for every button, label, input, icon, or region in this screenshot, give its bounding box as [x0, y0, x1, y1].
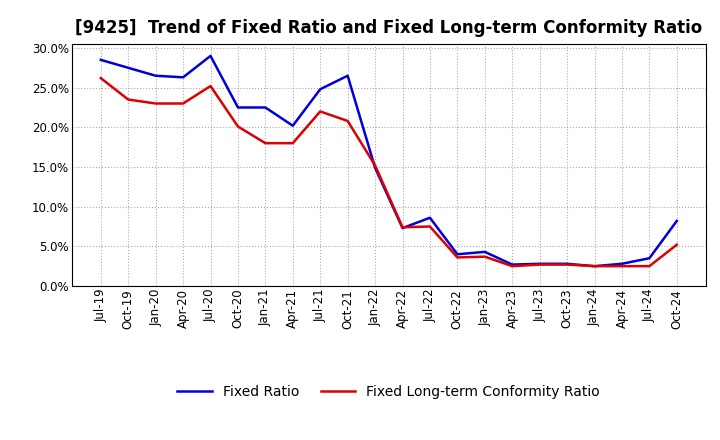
Fixed Ratio — [480, 249, 489, 254]
Fixed Ratio — [343, 73, 352, 78]
Fixed Long-term Conformity Ratio — [618, 264, 626, 269]
Title: [9425]  Trend of Fixed Ratio and Fixed Long-term Conformity Ratio: [9425] Trend of Fixed Ratio and Fixed Lo… — [75, 19, 703, 37]
Fixed Ratio — [289, 123, 297, 128]
Fixed Long-term Conformity Ratio — [453, 255, 462, 260]
Fixed Long-term Conformity Ratio — [124, 97, 132, 102]
Fixed Long-term Conformity Ratio — [536, 262, 544, 267]
Fixed Long-term Conformity Ratio — [151, 101, 160, 106]
Fixed Ratio — [233, 105, 242, 110]
Fixed Ratio — [645, 256, 654, 261]
Fixed Long-term Conformity Ratio — [371, 163, 379, 168]
Legend: Fixed Ratio, Fixed Long-term Conformity Ratio: Fixed Ratio, Fixed Long-term Conformity … — [172, 380, 606, 405]
Fixed Long-term Conformity Ratio — [480, 254, 489, 259]
Fixed Long-term Conformity Ratio — [672, 242, 681, 247]
Fixed Ratio — [618, 261, 626, 267]
Fixed Ratio — [398, 225, 407, 231]
Fixed Long-term Conformity Ratio — [508, 264, 516, 269]
Fixed Ratio — [316, 87, 325, 92]
Fixed Ratio — [371, 165, 379, 170]
Fixed Ratio — [672, 218, 681, 224]
Fixed Ratio — [508, 262, 516, 267]
Fixed Long-term Conformity Ratio — [645, 264, 654, 269]
Fixed Long-term Conformity Ratio — [233, 124, 242, 129]
Fixed Ratio — [179, 75, 187, 80]
Fixed Ratio — [453, 252, 462, 257]
Fixed Long-term Conformity Ratio — [289, 140, 297, 146]
Fixed Ratio — [96, 57, 105, 62]
Fixed Long-term Conformity Ratio — [261, 140, 270, 146]
Fixed Ratio — [426, 215, 434, 220]
Fixed Long-term Conformity Ratio — [426, 224, 434, 229]
Fixed Long-term Conformity Ratio — [206, 84, 215, 89]
Line: Fixed Long-term Conformity Ratio: Fixed Long-term Conformity Ratio — [101, 78, 677, 266]
Fixed Long-term Conformity Ratio — [590, 264, 599, 269]
Fixed Ratio — [206, 53, 215, 59]
Fixed Ratio — [151, 73, 160, 78]
Fixed Ratio — [563, 261, 572, 267]
Fixed Long-term Conformity Ratio — [179, 101, 187, 106]
Fixed Ratio — [590, 264, 599, 269]
Fixed Ratio — [124, 65, 132, 70]
Fixed Ratio — [536, 261, 544, 267]
Line: Fixed Ratio: Fixed Ratio — [101, 56, 677, 266]
Fixed Long-term Conformity Ratio — [343, 118, 352, 124]
Fixed Long-term Conformity Ratio — [398, 225, 407, 230]
Fixed Long-term Conformity Ratio — [316, 109, 325, 114]
Fixed Long-term Conformity Ratio — [563, 262, 572, 267]
Fixed Long-term Conformity Ratio — [96, 76, 105, 81]
Fixed Ratio — [261, 105, 270, 110]
